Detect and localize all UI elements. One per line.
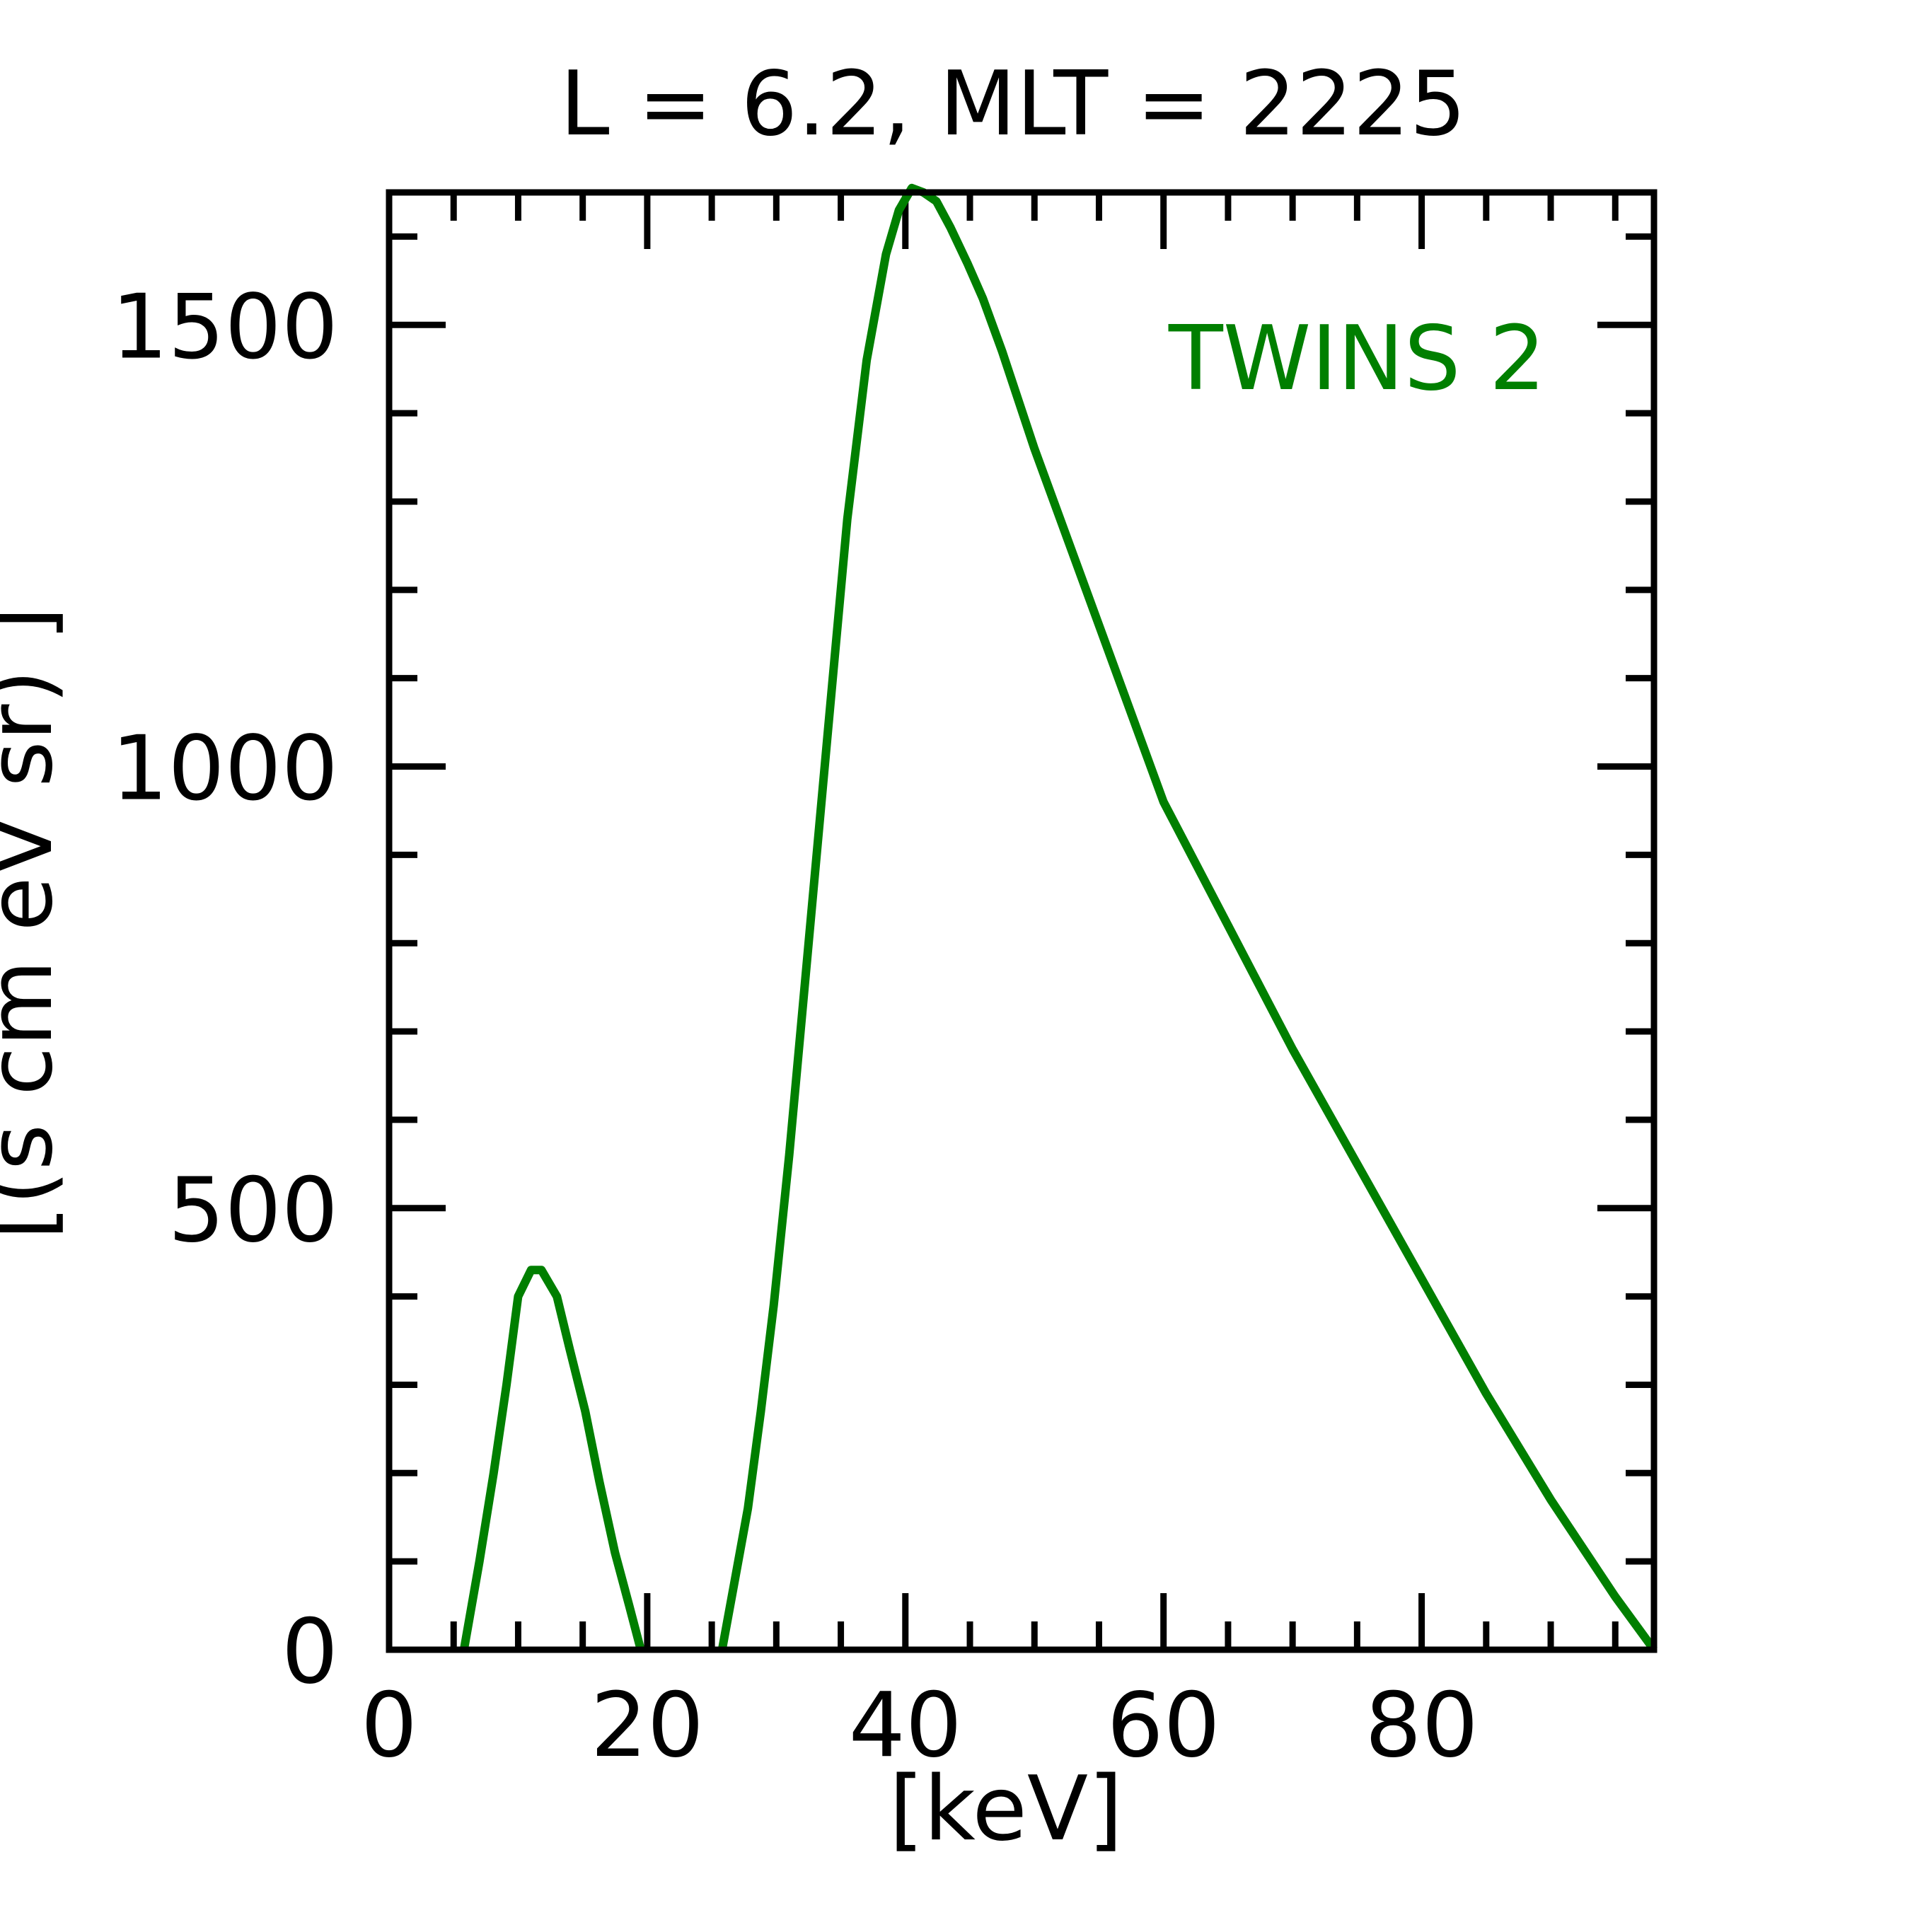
- y-axis-label: [(s cm eV sr) ]: [0, 606, 72, 1240]
- series-line: [459, 1266, 645, 1651]
- x-tick-label: 0: [361, 1673, 417, 1777]
- plot-frame: [386, 189, 1658, 1653]
- series-line: [717, 183, 1658, 1653]
- legend-label: TWINS 2: [1168, 306, 1546, 410]
- axis-tick-labels: 0 20 40 60 80 0 500 1000 1500: [111, 274, 1478, 1777]
- plot-lines: [459, 183, 1658, 1653]
- y-tick-label: 1500: [111, 274, 338, 378]
- y-tick-label: 500: [168, 1158, 339, 1262]
- x-tick-label: 60: [1107, 1673, 1220, 1777]
- x-tick-label: 80: [1365, 1673, 1478, 1777]
- x-axis-label: [keV]: [889, 1757, 1123, 1861]
- axis-ticks: [389, 192, 1654, 1650]
- chart-title: L = 6.2, MLT = 2225: [560, 52, 1466, 156]
- x-tick-label: 20: [591, 1673, 704, 1777]
- y-tick-label: 1000: [111, 717, 338, 821]
- x-tick-label: 40: [849, 1673, 962, 1777]
- y-tick-label: 0: [282, 1600, 338, 1703]
